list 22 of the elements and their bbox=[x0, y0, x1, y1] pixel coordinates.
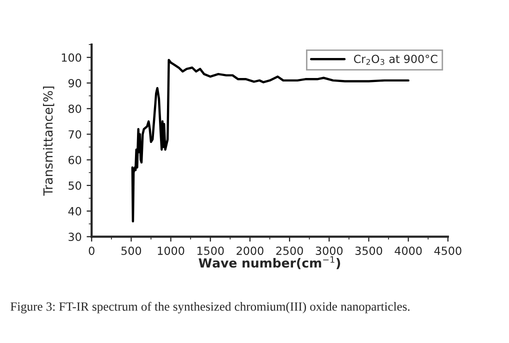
x-tick-label: 500 bbox=[121, 246, 142, 255]
y-tick-label: 60 bbox=[68, 156, 82, 164]
y-tick-label: 30 bbox=[68, 232, 82, 242]
y-tick-label: 100 bbox=[62, 53, 82, 62]
x-tick-label: 3000 bbox=[316, 246, 343, 255]
x-axis-title: Wave number(cm$^{−1}$) bbox=[198, 256, 340, 270]
x-tick-label: 1000 bbox=[158, 246, 184, 255]
x-tick-label: 2500 bbox=[276, 246, 303, 255]
x-tick-label: 2000 bbox=[236, 246, 264, 255]
legend-label: Cr$_{2}$O$_{3}$ at 900°C bbox=[354, 54, 438, 65]
x-tick-label: 4000 bbox=[394, 246, 422, 255]
y-tick-label: 80 bbox=[68, 104, 82, 113]
x-tick-label: 0 bbox=[88, 246, 94, 255]
x-tick-label: 1500 bbox=[197, 246, 224, 255]
y-tick-label: 50 bbox=[68, 181, 82, 190]
y-tick-label: 40 bbox=[68, 207, 82, 216]
y-tick-label: 90 bbox=[68, 78, 82, 88]
caption: Figure 3: FT-IR spectrum of the synthesized chromium(III) oxide nanoparticles. bbox=[10, 302, 410, 314]
x-tick-label: 3500 bbox=[355, 246, 382, 255]
x-tick-label: 4500 bbox=[434, 246, 462, 255]
y-axis-title: Transmittance[%] bbox=[43, 86, 54, 196]
y-tick-label: 70 bbox=[68, 130, 82, 139]
